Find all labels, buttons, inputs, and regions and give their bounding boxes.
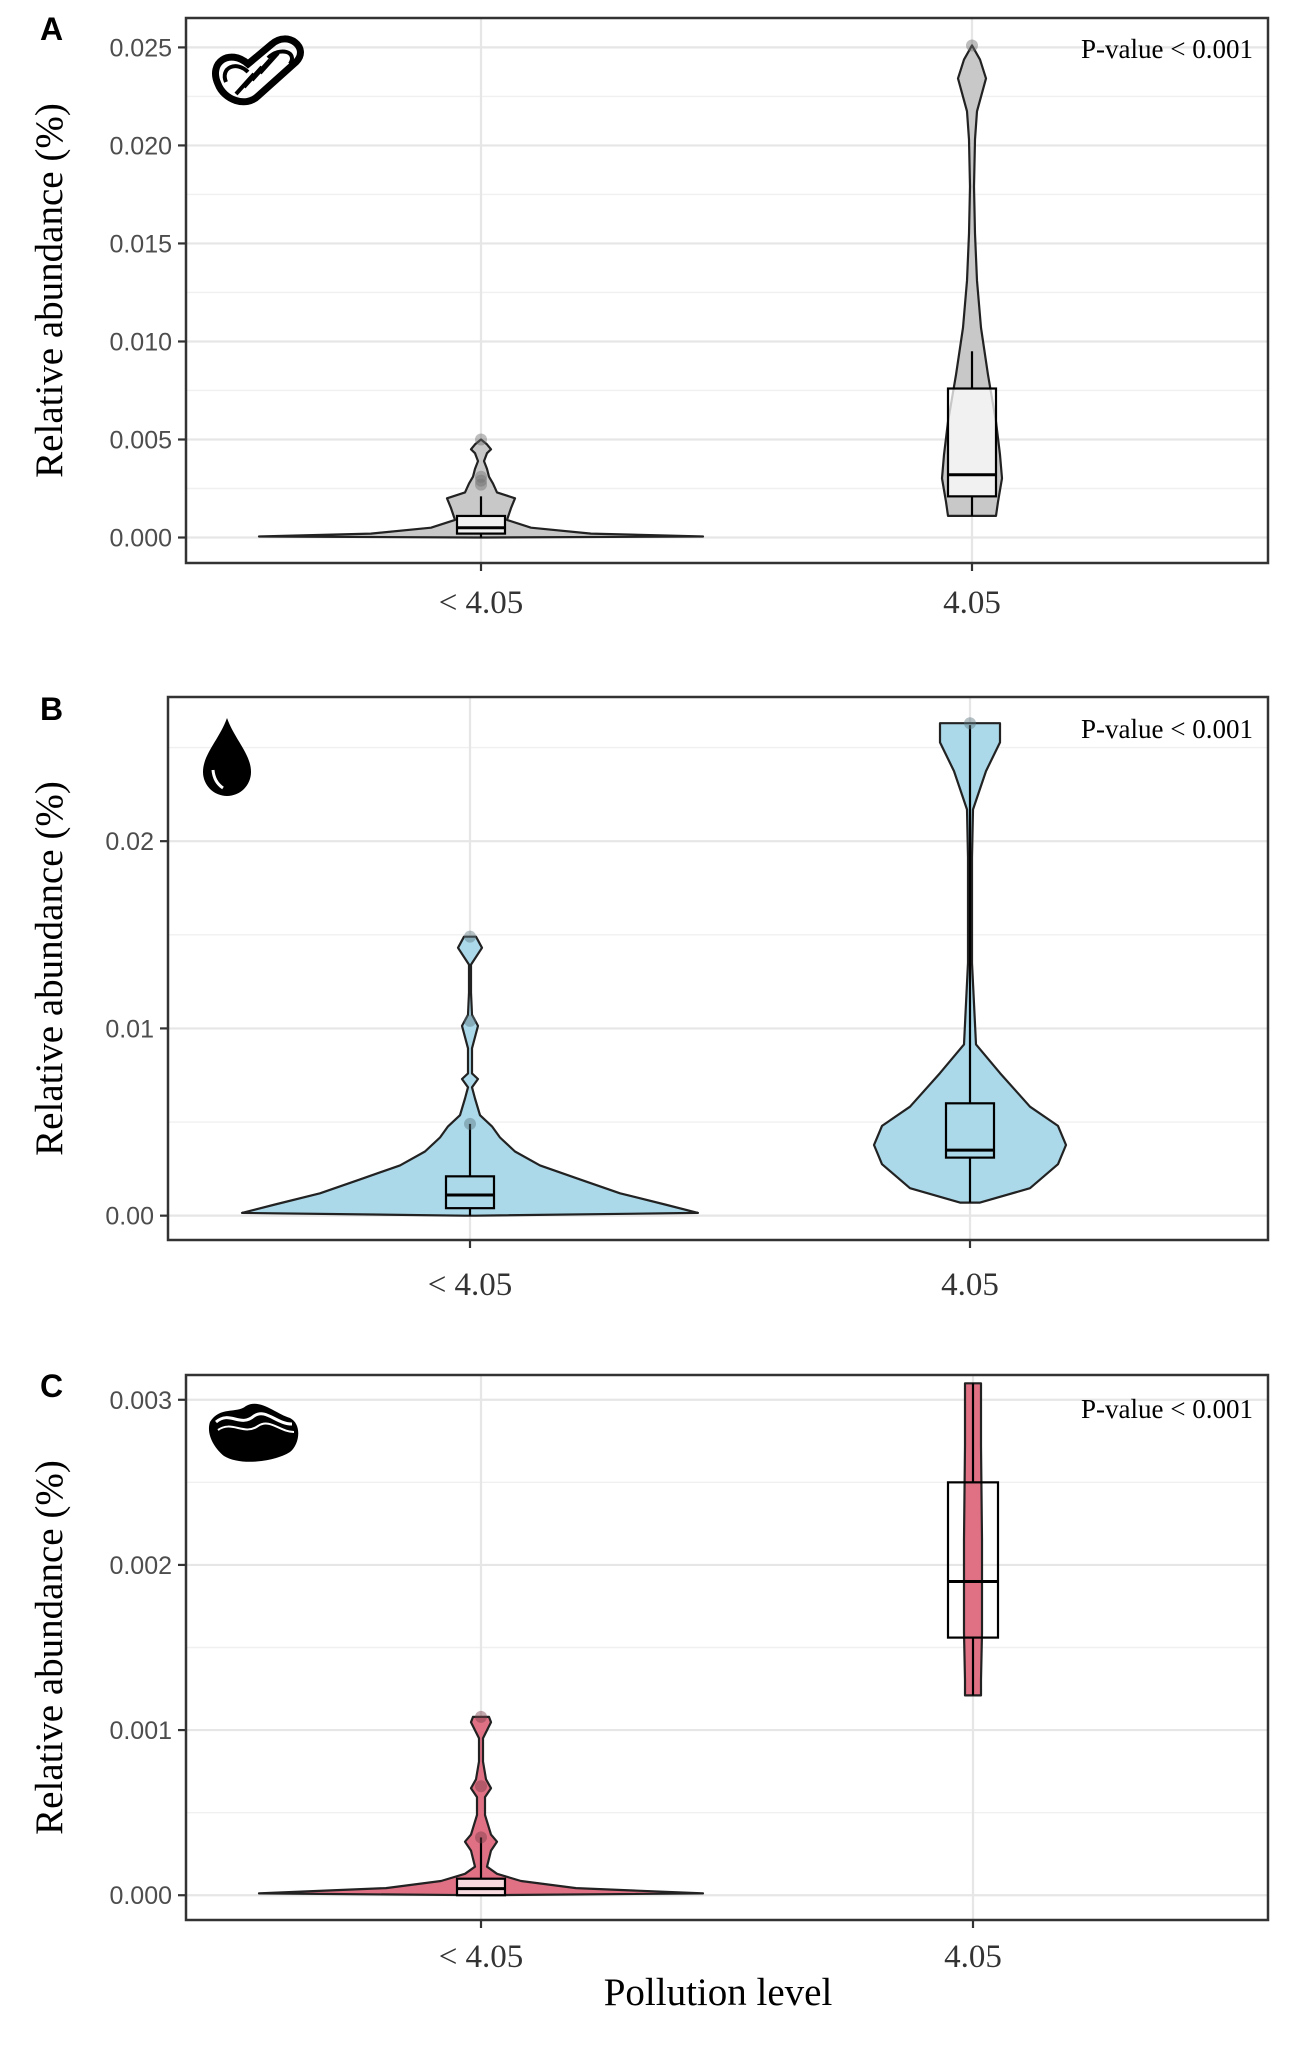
- panel-B: 0.00 0.01 0.02 < 4.05 4.05 Relative abundance…: [28, 691, 1270, 1303]
- panel-letter: A: [40, 11, 63, 47]
- panel-border: [166, 695, 1270, 1242]
- y-tick-label: 0.01: [105, 1015, 154, 1043]
- violin-405-A: [257, 438, 705, 539]
- violin-405-C: [257, 1715, 705, 1897]
- x-tick-label: 4.05: [944, 1939, 1002, 1975]
- rope-wrap: [258, 51, 280, 75]
- panel-C: 0.000 0.001 0.002 0.003 < 4.05 4.05 Relative a…: [28, 1368, 1270, 1975]
- x-tick-label: < 4.05: [439, 585, 524, 621]
- panel-A: 0.000 0.005 0.010 0.015 0.020 0.025 < 4.05 4.05…: [28, 11, 1270, 621]
- outlier-point: [475, 433, 487, 446]
- y-tick-label: 0.002: [109, 1552, 172, 1580]
- outlier-point: [475, 478, 487, 491]
- panel-letter: B: [40, 691, 63, 727]
- shell-ridge: [215, 1412, 293, 1426]
- x-tick-label: < 4.05: [439, 1939, 524, 1975]
- panel-border: [184, 16, 1270, 565]
- x-tick-label: < 4.05: [428, 1267, 513, 1303]
- y-tick-label: 0.02: [105, 828, 154, 856]
- p-value-annotation: P-value < 0.001: [1081, 1394, 1253, 1424]
- box-iqr: [455, 1877, 507, 1897]
- y-tick-label: 0.001: [109, 1717, 172, 1745]
- rope-coil: [266, 49, 294, 66]
- rope-coil: [222, 64, 250, 83]
- y-tick-label: 0.005: [109, 426, 172, 454]
- outlier-point: [475, 1710, 487, 1723]
- y-axis-title: Relative abundance (%): [28, 1460, 71, 1835]
- oil-drop-icon: [203, 718, 251, 796]
- y-tick-label: 0.00: [105, 1203, 154, 1231]
- outlier-point: [966, 39, 978, 52]
- x-axis-title: Pollution level: [604, 1971, 833, 2014]
- rope-outline: [212, 35, 304, 106]
- outlier-point: [475, 474, 487, 487]
- p-value-annotation: P-value < 0.001: [1081, 34, 1253, 64]
- box-iqr: [946, 1481, 1000, 1639]
- rope-icon: [212, 35, 304, 106]
- box-iqr: [455, 514, 507, 535]
- outlier-point: [464, 930, 476, 943]
- outlier-point: [964, 717, 976, 730]
- violin-405-C: [962, 1382, 984, 1697]
- y-tick-label: 0.000: [109, 525, 172, 553]
- mussel-icon: [208, 1403, 299, 1462]
- box-iqr: [944, 1102, 996, 1159]
- y-tick-label: 0.000: [109, 1882, 172, 1910]
- panel-border: [184, 1373, 1270, 1922]
- violin-405-B: [240, 935, 700, 1217]
- y-tick-label: 0.003: [109, 1387, 172, 1415]
- outlier-point: [475, 1780, 487, 1793]
- outlier-point: [475, 470, 487, 483]
- x-tick-label: 4.05: [943, 585, 1001, 621]
- x-tick-label: 4.05: [941, 1267, 999, 1303]
- y-tick-label: 0.010: [109, 328, 172, 356]
- shell-ridge: [217, 1422, 295, 1433]
- box-iqr: [444, 1175, 496, 1210]
- y-tick-label: 0.020: [109, 132, 172, 160]
- y-axis-title: Relative abundance (%): [28, 103, 71, 478]
- p-value-annotation: P-value < 0.001: [1081, 714, 1253, 744]
- outlier-point: [464, 1014, 476, 1027]
- drop-highlight: [211, 769, 224, 790]
- panel-letter: C: [40, 1368, 63, 1404]
- outlier-point: [464, 1117, 476, 1130]
- y-tick-label: 0.025: [109, 34, 172, 62]
- outlier-point: [475, 1831, 487, 1844]
- y-axis-title: Relative abundance (%): [28, 781, 71, 1156]
- box-iqr: [946, 387, 998, 498]
- y-tick-label: 0.015: [109, 230, 172, 258]
